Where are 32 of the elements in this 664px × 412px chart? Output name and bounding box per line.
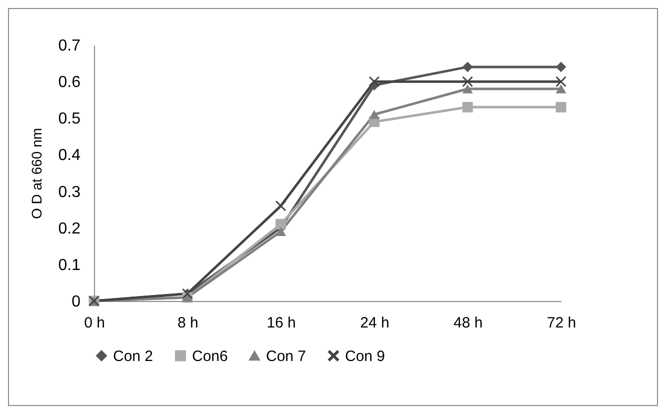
point [276, 200, 286, 212]
point [276, 226, 286, 236]
y-axis-title: O D at 660 nm [28, 128, 44, 220]
y-tick-label: 0.4 [58, 147, 81, 164]
legend-label: Con 2 [113, 348, 154, 365]
y-tick-label: 0.3 [58, 184, 81, 201]
y-tick-label: 0.5 [58, 110, 81, 128]
point [462, 76, 473, 87]
point [556, 84, 566, 94]
point [462, 102, 473, 112]
point [368, 110, 380, 120]
x-tick-label: 48 h [454, 314, 483, 332]
y-tick-label: 0.2 [58, 220, 81, 238]
point [556, 102, 566, 112]
y-tick-label: 0.1 [58, 256, 81, 274]
x-tick-label: 24 h [360, 314, 390, 332]
x-tick-label: 8 h [177, 314, 198, 332]
y-tick-label: 0 [72, 294, 81, 310]
legend-label: Con 7 [266, 348, 306, 365]
y-tick-label: 0.7 [58, 38, 81, 54]
y-tick-label: 0.6 [58, 74, 81, 92]
x-tick-label: 0 h [84, 314, 105, 332]
legend-label: Con6 [192, 348, 228, 365]
point [368, 76, 380, 87]
point [462, 84, 473, 94]
point [276, 218, 286, 230]
point [462, 62, 473, 72]
point [556, 76, 566, 87]
point [556, 62, 566, 72]
legend-label: Con 9 [345, 348, 386, 365]
x-tick-label: 16 h [266, 314, 296, 332]
x-tick-label: 72 h [546, 314, 576, 332]
